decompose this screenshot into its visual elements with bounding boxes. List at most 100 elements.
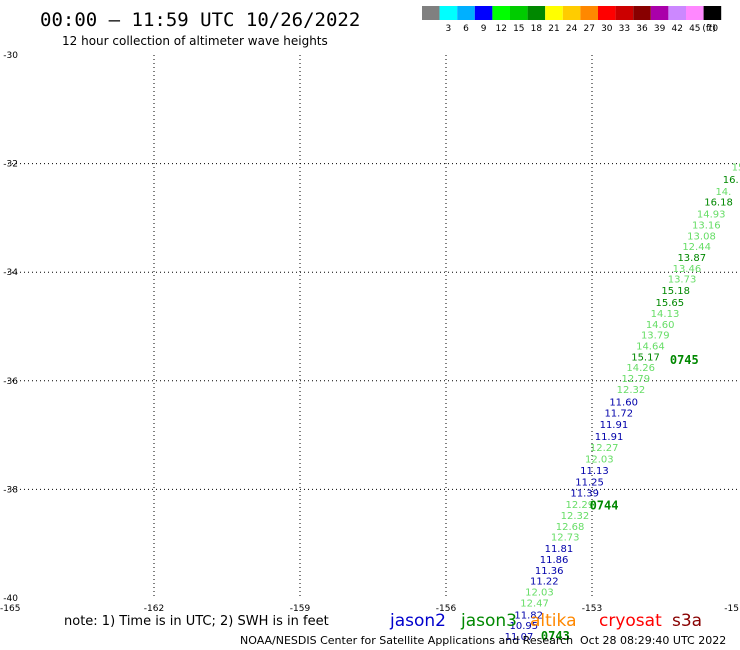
data-point-jason3: 14. (715, 187, 731, 198)
x-tick-label: -165 (0, 604, 20, 614)
color-swatch (598, 6, 616, 20)
color-scale-label: 18 (531, 24, 543, 34)
data-point-jason2: 11.07 (505, 632, 534, 643)
color-scale-label: 3 (446, 24, 452, 34)
data-point-jason2: 11.39 (570, 489, 599, 500)
y-tick-label: -34 (3, 268, 18, 278)
data-point-jason3: 14.60 (646, 320, 675, 331)
data-point-jason3: 12.03 (585, 454, 614, 465)
data-point-jason2: 11.86 (540, 555, 569, 566)
color-scale-label: 36 (636, 24, 648, 34)
y-axis-ticks: -30 -32 -34 -36 -38 -40 (3, 51, 18, 604)
color-scale-label: 12 (495, 24, 506, 34)
x-tick-label: -162 (144, 604, 164, 614)
y-tick-label: -36 (3, 377, 18, 387)
data-point-jason3: 16.18 (704, 198, 733, 209)
data-point-jason2: 11.81 (545, 544, 574, 555)
data-point-jason3: 13.79 (641, 331, 670, 342)
color-swatch (615, 6, 634, 20)
color-swatch (457, 6, 475, 20)
data-point-jason3: 15 (732, 162, 740, 173)
legend-altika: altika (530, 611, 577, 631)
color-swatch (580, 6, 598, 20)
color-scale-label: 70 (707, 24, 719, 34)
data-point-jason3: 12.32 (561, 511, 590, 522)
chart-subtitle: 12 hour collection of altimeter wave hei… (62, 34, 328, 48)
data-point-jason3: 13.46 (673, 264, 702, 275)
color-scale-label: 6 (463, 24, 469, 34)
color-swatch (527, 6, 546, 20)
data-point-jason3: 12.27 (590, 443, 619, 454)
y-tick-label: -30 (3, 51, 18, 61)
color-scale-label: 15 (513, 24, 524, 34)
data-point-jason3: 12.44 (682, 242, 711, 253)
color-scale-label: 24 (566, 24, 578, 34)
x-axis-ticks: -165 -162 -159 -156 -153 -15 (0, 604, 739, 614)
legend-jason3: jason3 (460, 611, 517, 631)
data-point-jason3: 12.47 (520, 598, 549, 609)
data-point-jason2: 11.91 (600, 420, 629, 431)
color-swatch (474, 6, 493, 20)
color-swatch (422, 6, 440, 20)
color-swatch (686, 6, 704, 20)
data-point-jason3: 14.13 (651, 309, 680, 320)
data-point-jason2: 11.72 (604, 408, 633, 419)
color-swatch (545, 6, 563, 20)
color-scale: 3 6 9 12 15 18 21 24 27 30 33 36 39 42 45 70(ft) (422, 6, 722, 34)
color-swatch (650, 6, 669, 20)
data-point-jason3: 12.73 (551, 533, 580, 544)
data-point-jason2: 11.25 (575, 477, 604, 488)
data-point-jason3: 15.18 (661, 286, 690, 297)
color-scale-unit: (ft) (702, 24, 716, 34)
data-point-jason3: 13.87 (677, 253, 706, 264)
chart-title: 00:00 – 11:59 UTC 10/26/2022 (40, 9, 360, 31)
data-point-jason3: 13.16 (692, 220, 721, 231)
data-point-jason2: 11.36 (535, 566, 564, 577)
x-tick-label: -159 (290, 604, 311, 614)
color-scale-label: 42 (671, 24, 682, 34)
data-point-jason3: 12.29 (566, 500, 595, 511)
y-tick-label: -40 (3, 594, 18, 604)
legend-jason2: jason2 (389, 611, 446, 631)
satellite-legend: jason2 jason3 altika cryosat s3a (389, 611, 702, 631)
color-scale-label: 27 (583, 24, 594, 34)
data-point-jason2: 11.91 (595, 432, 624, 443)
note-text: note: 1) Time is in UTC; 2) SWH is in fe… (64, 614, 329, 629)
y-tick-label: -32 (3, 160, 18, 170)
data-point-jason2: 11.22 (530, 577, 559, 588)
legend-s3a: s3a (672, 611, 702, 631)
data-point-jason2: 11.82 (514, 610, 543, 621)
legend-cryosat: cryosat (599, 611, 662, 631)
data-point-jason3: 16. (723, 175, 739, 186)
data-point-jason3: 13.73 (668, 275, 697, 286)
color-swatch (668, 6, 686, 20)
x-tick-label: -156 (436, 604, 457, 614)
data-point-jason3: 15.17 (631, 352, 660, 363)
data-point-jason3: 15.65 (656, 298, 685, 309)
data-point-jason3: 12.32 (617, 385, 646, 396)
time-annotation: 0744 (590, 499, 619, 513)
data-point-jason2: 11.60 (609, 397, 638, 408)
color-scale-label: 45 (689, 24, 700, 34)
time-annotation: 0745 (670, 353, 699, 367)
time-annotations: 0745 0744 0743 (541, 353, 699, 643)
grid-lines (8, 55, 738, 598)
footer-timestamp: Oct 28 08:29:40 UTC 2022 (580, 634, 726, 647)
data-points: 1516.14.16.1814.9313.1613.0812.4413.8713… (505, 162, 740, 643)
data-point-jason3: 14.64 (636, 342, 665, 353)
color-swatch (510, 6, 528, 20)
color-swatch (633, 6, 651, 20)
x-tick-label: -15 (724, 604, 739, 614)
data-point-jason3: 14.26 (626, 363, 655, 374)
data-point-jason3: 13.08 (687, 231, 716, 242)
color-swatch (562, 6, 581, 20)
color-scale-label: 33 (619, 24, 630, 34)
data-point-jason3: 12.68 (556, 522, 585, 533)
color-scale-label: 30 (601, 24, 613, 34)
color-swatch (492, 6, 510, 20)
data-point-jason3: 12.03 (525, 587, 554, 598)
data-point-jason3: 14.93 (697, 210, 726, 221)
color-swatch (703, 6, 722, 20)
color-scale-label: 21 (548, 24, 559, 34)
